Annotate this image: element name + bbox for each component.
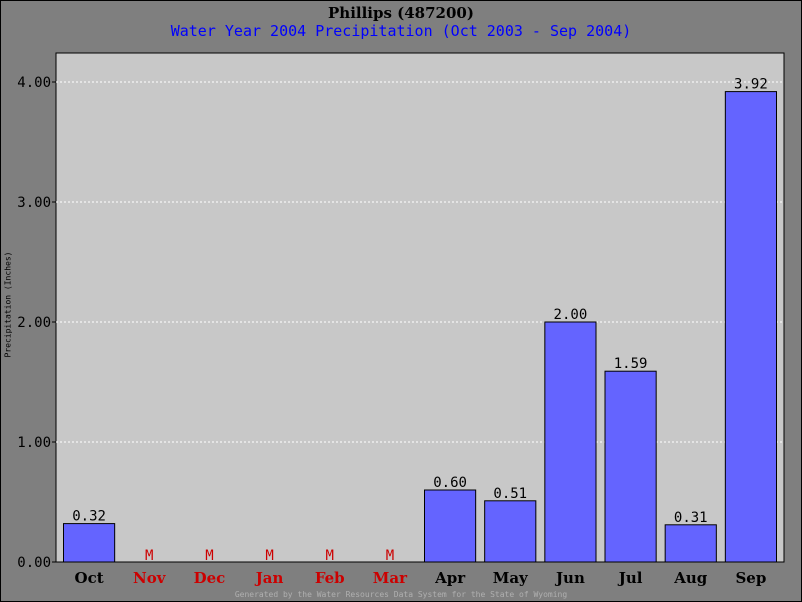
bar-value-label: 0.31 [674,510,708,526]
bar [724,91,777,563]
bar [63,523,116,563]
bar-value-label: 0.51 [493,486,527,502]
y-tick-label: 2.00 [17,315,51,331]
x-tick-label: Oct [75,569,104,587]
y-tick-label: 0.00 [17,555,51,571]
y-tick-label: 4.00 [17,75,51,91]
plot-area [55,52,785,563]
bar [604,370,657,563]
chart-title: Phillips (487200) [328,4,474,22]
bar [664,524,717,563]
x-tick-label: Apr [434,569,466,587]
bar [484,500,537,563]
footer-credit: Generated by the Water Resources Data Sy… [234,590,568,599]
x-tick-label: Sep [735,569,766,587]
bar-value-label: 2.00 [554,307,588,323]
x-tick-label: May [493,569,529,587]
x-tick-label: Dec [194,569,226,587]
y-tick-label: 1.00 [17,435,51,451]
x-tick-label: Jul [617,569,643,587]
missing-marker: M [205,548,213,564]
x-tick-label: Aug [673,569,708,587]
x-tick-label: Nov [133,569,167,587]
missing-marker: M [386,548,394,564]
chart-subtitle: Water Year 2004 Precipitation (Oct 2003 … [170,22,632,40]
missing-marker: M [145,548,153,564]
bar-value-label: 1.59 [614,356,648,372]
x-tick-label: Jan [254,569,284,587]
y-tick-label: 3.00 [17,195,51,211]
bar-value-label: 3.92 [734,77,768,93]
x-tick-label: Mar [373,569,408,587]
missing-marker: M [326,548,334,564]
x-tick-label: Jun [554,569,585,587]
missing-marker: M [265,548,273,564]
bar [424,489,477,563]
bar-value-label: 0.32 [72,509,106,525]
bar [544,321,597,563]
x-tick-label: Feb [315,569,345,587]
bar-value-label: 0.60 [433,475,467,491]
